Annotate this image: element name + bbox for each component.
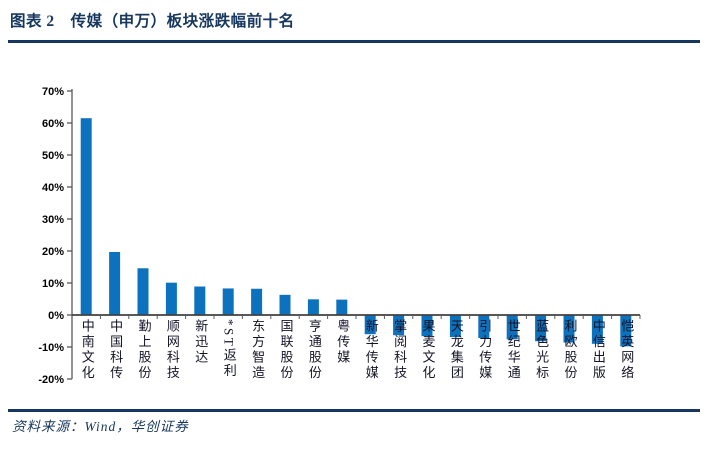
bar (393, 315, 405, 336)
bar (251, 288, 263, 315)
bar (336, 299, 348, 315)
y-tick-label: 50% (42, 150, 64, 162)
bar (194, 286, 206, 315)
bar (478, 315, 490, 339)
y-tick-label: 0% (48, 310, 64, 322)
y-tick-label: -20% (38, 374, 64, 386)
bar (421, 315, 433, 337)
figure-title: 图表 2 传媒（申万）板块涨跌幅前十名 (10, 13, 295, 30)
y-tick-label: 30% (42, 214, 64, 226)
bar (279, 294, 291, 315)
footer-divider (8, 409, 700, 412)
y-tick-label: -10% (38, 342, 64, 354)
y-tick-label: 20% (42, 246, 64, 258)
bar (137, 268, 149, 315)
bar (364, 315, 376, 335)
title-divider (8, 40, 700, 43)
bar (80, 118, 92, 315)
bar (620, 315, 632, 347)
bar (109, 251, 121, 315)
y-tick-label: 10% (42, 278, 64, 290)
source-note: 资料来源：Wind，华创证券 (12, 419, 189, 434)
bar (165, 282, 177, 315)
y-tick-label: 40% (42, 182, 64, 194)
y-tick-label: 70% (42, 86, 64, 98)
bar (535, 315, 547, 342)
bar (222, 288, 234, 315)
bar (563, 315, 575, 343)
bar (307, 299, 319, 315)
bar (591, 315, 603, 344)
bar (506, 315, 518, 340)
bar (449, 315, 461, 338)
y-tick-label: 60% (42, 118, 64, 130)
